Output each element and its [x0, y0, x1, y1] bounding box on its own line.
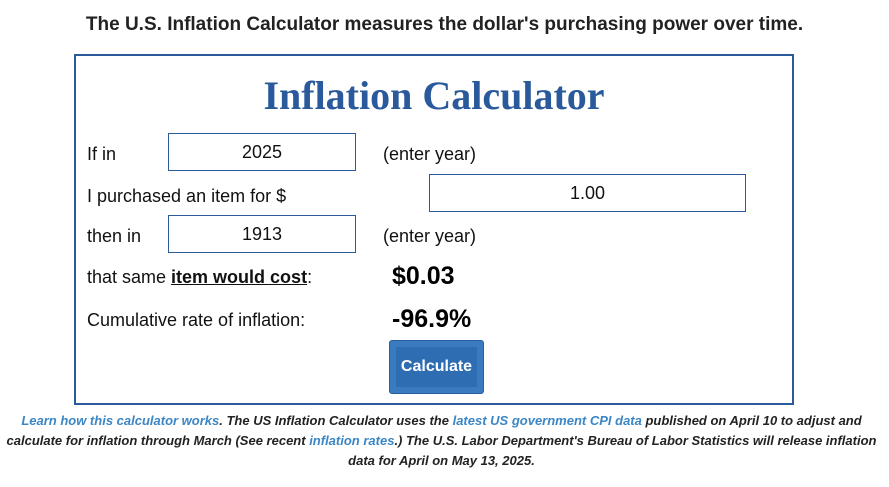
cpi-data-link[interactable]: latest US government CPI data	[452, 413, 642, 428]
start-year-hint: (enter year)	[383, 144, 477, 164]
start-year-input[interactable]	[168, 133, 356, 171]
page-headline: The U.S. Inflation Calculator measures t…	[85, 14, 804, 35]
calculate-button[interactable]: Calculate	[389, 340, 484, 394]
inflation-calculator-panel: Inflation Calculator If in (enter year) …	[74, 54, 794, 405]
item-cost-result: $0.03	[392, 262, 455, 290]
cumulative-inflation-result: -96.9%	[392, 305, 472, 333]
amount-input[interactable]	[429, 174, 746, 212]
footnote: Learn how this calculator works. The US …	[0, 411, 889, 471]
end-year-input[interactable]	[168, 215, 356, 253]
item-would-cost-link[interactable]: item would cost	[171, 267, 308, 287]
inflation-rates-link[interactable]: inflation rates	[309, 433, 395, 448]
item-cost-label-suffix: :	[307, 267, 313, 287]
cumulative-inflation-label: Cumulative rate of inflation:	[87, 310, 306, 330]
how-calculator-works-link[interactable]: Learn how this calculator works	[21, 413, 220, 428]
end-year-label: then in	[87, 226, 142, 246]
item-cost-label: that same item would cost:	[87, 267, 312, 288]
footnote-text-3: .) The U.S. Labor Department's Bureau of…	[348, 433, 877, 468]
item-cost-label-prefix: that same	[87, 267, 172, 287]
calculator-title: Inflation Calculator	[263, 73, 605, 118]
start-year-label: If in	[87, 144, 117, 164]
amount-label: I purchased an item for $	[87, 186, 287, 206]
end-year-hint: (enter year)	[383, 226, 477, 246]
footnote-text-1: . The US Inflation Calculator uses the	[219, 413, 453, 428]
footnote-text-2: published on April 10 to adjust and calc…	[6, 413, 862, 448]
